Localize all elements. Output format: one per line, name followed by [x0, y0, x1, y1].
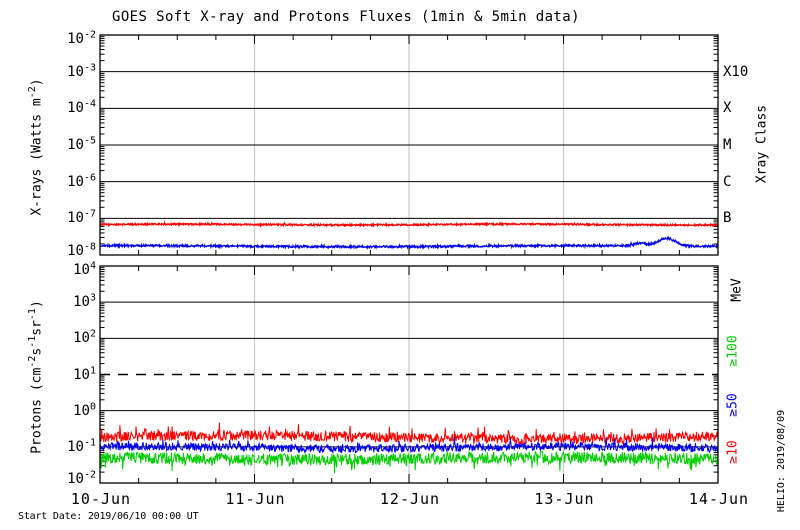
ytick-xray-4: 10-6 [67, 172, 96, 190]
ytick-protons-5: 10-1 [67, 437, 96, 455]
xtick-day-2: 12-Jun [379, 490, 441, 508]
ytick-xray-3: 10-5 [67, 135, 96, 153]
legend-ge10: ≥10 [725, 440, 741, 464]
xray-class-m: M [723, 137, 732, 153]
ytick-xray-2: 10-4 [67, 98, 96, 117]
xtick-day-1: 11-Jun [225, 490, 286, 508]
trace-protons-ge100MeV-green [99, 450, 719, 474]
ytick-protons-4: 100 [73, 401, 96, 419]
xtick-day-0: 10-Jun [70, 490, 132, 508]
legend-ge100: ≥100 [725, 335, 741, 367]
xray-class-b: B [723, 210, 732, 227]
trace-protons-ge50MeV-blue [99, 436, 719, 455]
xray-class-axis-title: Xray Class [754, 104, 770, 184]
xray-axis-label: X-rays (Watts m-2) [27, 78, 45, 216]
credit-label: HELIO: 2019/08/09 [776, 409, 787, 513]
ytick-xray-1: 10-3 [67, 62, 96, 80]
ytick-protons-2: 102 [73, 328, 96, 347]
xtick-day-4: 14-Jun [688, 490, 750, 508]
mev-axis-title: MeV [729, 278, 745, 302]
ytick-protons-0: 104 [73, 260, 96, 278]
ytick-xray-5: 10-7 [67, 208, 96, 227]
legend-ge50: ≥50 [725, 393, 741, 417]
xtick-day-3: 13-Jun [534, 490, 595, 508]
ytick-protons-6: 10-2 [67, 469, 96, 487]
xray-class-x10: X10 [723, 63, 749, 80]
trace-xray-short-blue [99, 235, 719, 251]
trace-xray-long-red [99, 220, 719, 228]
ytick-xray-0: 10-2 [67, 29, 96, 47]
ytick-protons-3: 101 [73, 364, 96, 383]
start-date-label: Start Date: 2019/06/10 00:00 UT [18, 511, 199, 522]
proton-axis-label: Protons (cm-2s-1sr-1) [27, 300, 45, 454]
xray-class-x: X [723, 100, 732, 117]
xray-class-c: C [723, 173, 732, 190]
chart-title: GOES Soft X-ray and Protons Fluxes (1min… [112, 9, 580, 25]
ytick-protons-1: 103 [73, 292, 96, 311]
ytick-xray-6: 10-8 [67, 241, 96, 259]
